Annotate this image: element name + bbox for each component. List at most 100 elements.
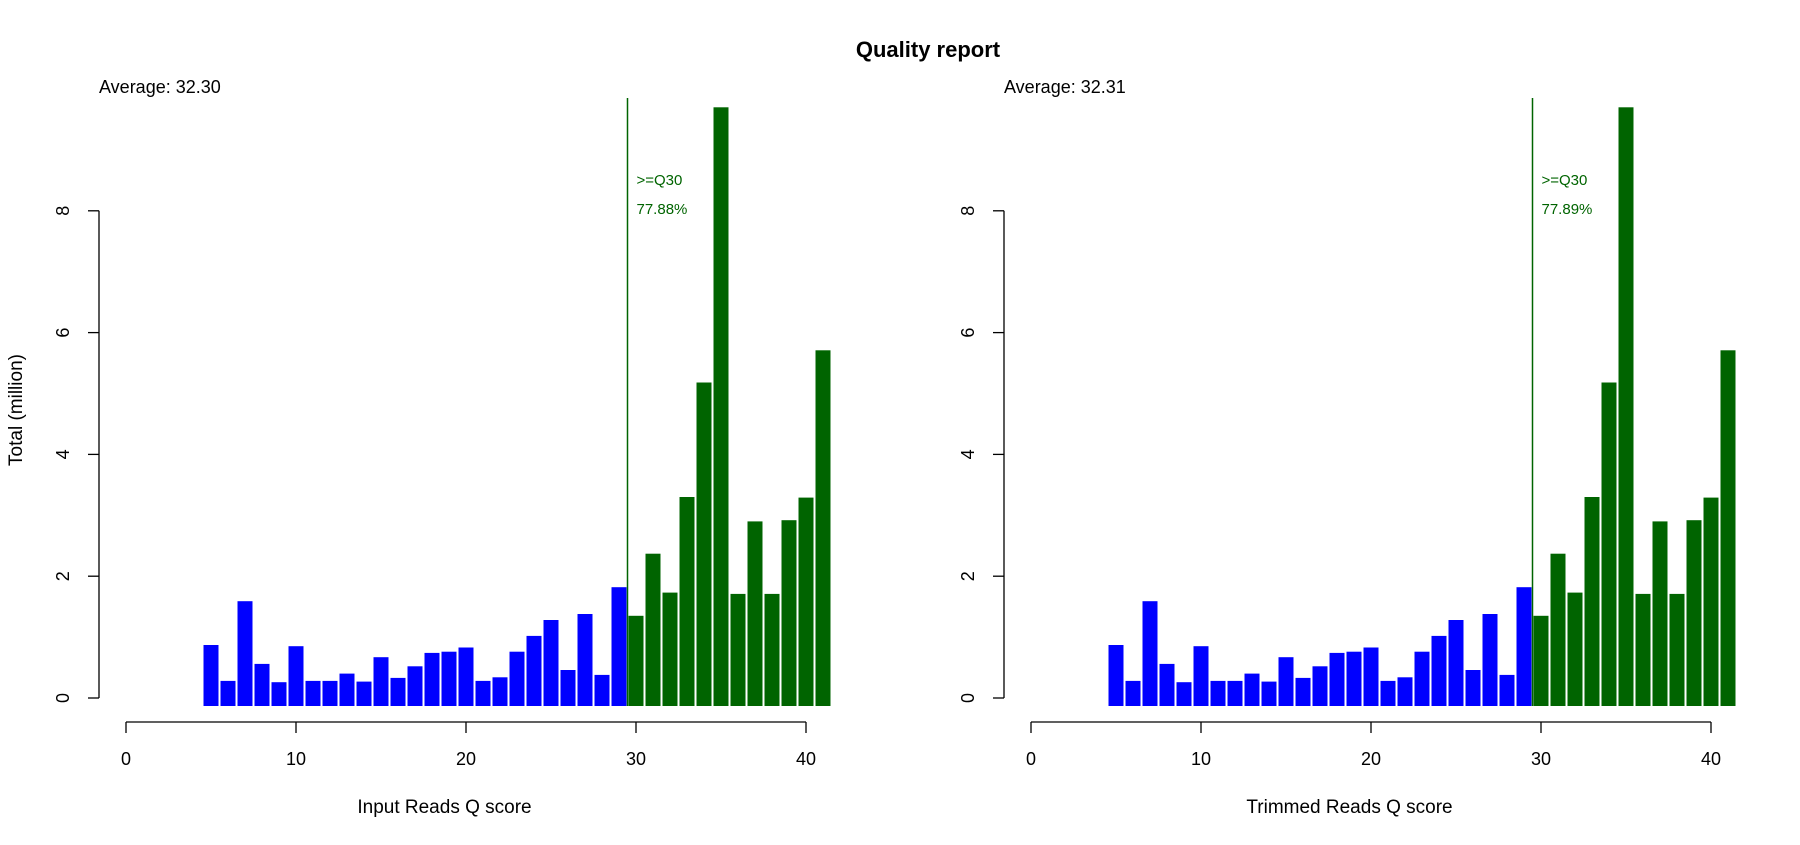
y-tick-label-6: 6 [53,328,73,338]
y-tick-label-8: 8 [53,206,73,216]
average-label: Average: 32.31 [1004,77,1126,97]
figure-title: Quality report [856,37,1001,62]
bar-q22 [1397,677,1413,706]
bar-q41 [815,350,831,706]
bar-q39 [781,520,797,706]
bar-q7 [237,601,253,706]
bar-q35 [1618,107,1634,707]
bar-q23 [1414,651,1430,706]
bar-q13 [1244,673,1260,706]
bar-q5 [1108,645,1124,706]
x-tick-label-30: 30 [626,749,646,769]
x-tick-label-20: 20 [456,749,476,769]
y-tick-label-0: 0 [53,693,73,703]
y-tick-label-4: 4 [53,449,73,459]
bar-q6 [1125,680,1141,706]
bar-q30 [628,615,644,706]
bar-q9 [271,682,287,706]
bar-q31 [645,553,661,706]
x-axis-label: Trimmed Reads Q score [1246,797,1452,818]
bar-q36 [730,593,746,706]
threshold-percent: 77.88% [637,201,688,218]
bar-q22 [492,677,508,706]
bar-q19 [441,651,457,706]
bar-q13 [339,673,355,706]
bar-q35 [713,107,729,707]
bar-q26 [560,670,576,706]
bar-q37 [1652,521,1668,706]
bar-q27 [1482,614,1498,706]
y-tick-label-6: 6 [958,328,978,338]
bar-q25 [543,620,559,706]
bar-q37 [747,521,763,706]
x-tick-label-10: 10 [286,749,306,769]
y-tick-label-4: 4 [958,449,978,459]
bar-q11 [1210,680,1226,706]
bar-q16 [390,677,406,706]
threshold-percent: 77.89% [1542,201,1593,218]
bar-q33 [679,497,695,706]
bar-q8 [1159,663,1175,706]
average-label: Average: 32.30 [99,77,221,97]
bar-q19 [1346,651,1362,706]
bar-q9 [1176,682,1192,706]
bar-q17 [1312,666,1328,706]
bar-q15 [1278,657,1294,706]
bar-q17 [407,666,423,706]
bar-q6 [220,680,236,706]
bar-q21 [1380,680,1396,706]
trimmed-reads-panel: >=Q30 77.89% Average: 32.31 0 2 4 6 8 0 10 20 30 40 T… [958,77,1736,818]
bar-q20 [1363,647,1379,706]
bar-q14 [1261,681,1277,706]
bar-q31 [1550,553,1566,706]
x-tick-label-40: 40 [796,749,816,769]
bar-q28 [594,674,610,706]
bar-q32 [662,592,678,706]
x-tick-label-0: 0 [1026,749,1036,769]
x-tick-label-10: 10 [1191,749,1211,769]
y-tick-label-2: 2 [53,571,73,581]
bar-q32 [1567,592,1583,706]
bar-q36 [1635,593,1651,706]
bar-q15 [373,657,389,706]
bar-q14 [356,681,372,706]
bar-q34 [696,382,712,706]
input-reads-panel: >=Q30 77.88% Average: 32.30 0 2 4 6 8 0 10 20 30 40 I… [53,77,831,818]
bar-q28 [1499,674,1515,706]
bar-q38 [1669,593,1685,706]
y-tick-label-8: 8 [958,206,978,216]
bar-q40 [1703,497,1719,706]
threshold-label: >=Q30 [1542,172,1588,189]
bar-q30 [1533,615,1549,706]
bar-q18 [424,652,440,706]
x-tick-label-30: 30 [1531,749,1551,769]
bar-q29 [1516,587,1532,706]
bar-q27 [577,614,593,706]
bar-q11 [305,680,321,706]
bar-q26 [1465,670,1481,706]
bar-q16 [1295,677,1311,706]
y-tick-label-2: 2 [958,571,978,581]
bar-q12 [1227,680,1243,706]
bar-q29 [611,587,627,706]
x-axis-label: Input Reads Q score [357,797,531,818]
bar-q18 [1329,652,1345,706]
bar-q40 [798,497,814,706]
bar-q10 [1193,646,1209,706]
bar-q25 [1448,620,1464,706]
bar-q41 [1720,350,1736,706]
bar-q39 [1686,520,1702,706]
bar-q8 [254,663,270,706]
x-tick-label-40: 40 [1701,749,1721,769]
y-tick-label-0: 0 [958,693,978,703]
bar-q20 [458,647,474,706]
bar-q33 [1584,497,1600,706]
x-tick-label-20: 20 [1361,749,1381,769]
bar-q24 [1431,635,1447,706]
y-axis-label: Total (million) [6,354,27,466]
bar-q34 [1601,382,1617,706]
bar-q7 [1142,601,1158,706]
bar-q24 [526,635,542,706]
